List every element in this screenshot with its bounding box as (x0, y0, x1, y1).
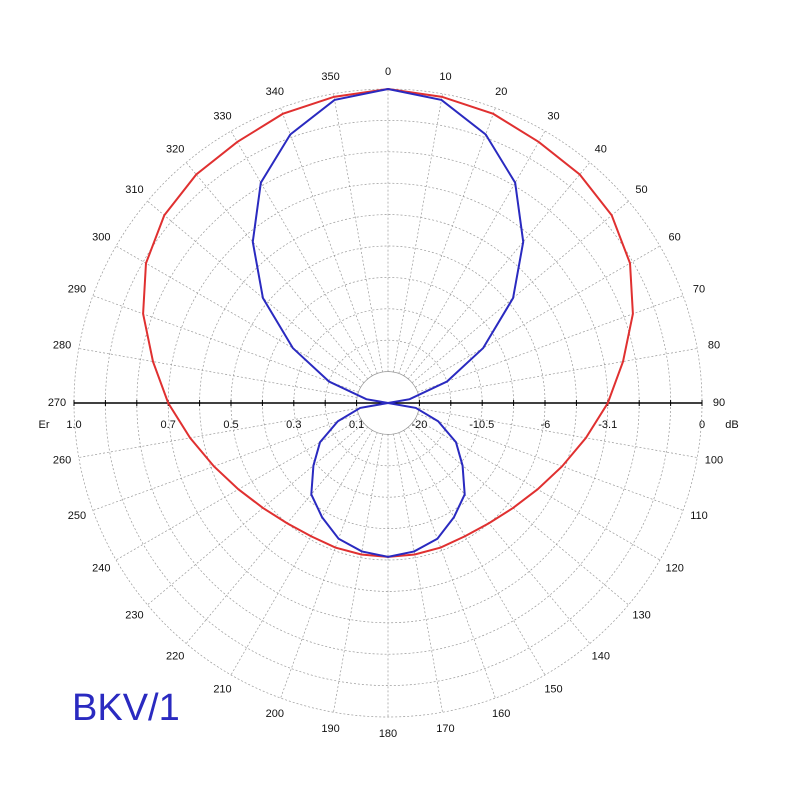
angle-label: 170 (436, 723, 454, 735)
er-tick-label: 0.3 (286, 419, 301, 431)
spoke (115, 245, 361, 388)
angle-label: 300 (92, 231, 110, 243)
spoke (78, 348, 358, 398)
angle-label: 90 (713, 397, 725, 409)
spoke (185, 162, 369, 380)
er-tick-label: 0.1 (349, 419, 364, 431)
spoke (417, 295, 684, 393)
angle-label: 320 (166, 143, 184, 155)
spoke (403, 430, 546, 676)
er-tick-label: 0.7 (161, 419, 176, 431)
angle-label: 100 (705, 454, 723, 466)
spoke (78, 408, 358, 458)
spoke (417, 413, 684, 511)
db-tick-label: -10.5 (469, 419, 494, 431)
angle-label: 340 (266, 86, 284, 98)
spoke (403, 130, 546, 376)
spoke (230, 130, 373, 376)
spoke (418, 348, 698, 398)
left-axis-label: Er (39, 419, 50, 431)
angle-label: 80 (708, 339, 720, 351)
angle-label: 60 (669, 231, 681, 243)
spoke (407, 162, 591, 380)
spoke (185, 426, 369, 644)
angle-label: 310 (125, 184, 143, 196)
angle-label: 280 (53, 339, 71, 351)
spoke (393, 93, 443, 373)
angle-label: 10 (439, 71, 451, 83)
spoke (280, 432, 378, 699)
chart-title: BKV/1 (72, 687, 180, 729)
spoke (418, 408, 698, 458)
spoke (398, 107, 496, 374)
spoke (92, 413, 359, 511)
angle-label: 230 (125, 610, 143, 622)
angle-label: 140 (592, 650, 610, 662)
angle-label: 0 (385, 66, 391, 78)
db-tick-label: -20 (411, 419, 427, 431)
er-tick-label: 1.0 (66, 419, 81, 431)
spoke (407, 426, 591, 644)
spoke (398, 432, 496, 699)
angle-label: 240 (92, 562, 110, 574)
angle-label: 270 (48, 397, 66, 409)
angle-label: 250 (68, 510, 86, 522)
er-tick-label: 0.5 (223, 419, 238, 431)
pattern-line (251, 87, 525, 558)
right-axis-label: dB (725, 419, 738, 431)
spoke (147, 422, 365, 606)
angle-label: 260 (53, 454, 71, 466)
angle-label: 200 (266, 708, 284, 720)
angle-label: 210 (213, 684, 231, 696)
angle-label: 190 (321, 723, 339, 735)
db-tick-label: -6 (540, 419, 550, 431)
angle-label: 350 (321, 71, 339, 83)
spoke (92, 295, 359, 393)
spoke (333, 93, 383, 373)
angle-label: 150 (544, 684, 562, 696)
db-tick-label: -3.1 (598, 419, 617, 431)
db-tick-label: 0 (699, 419, 705, 431)
spoke (333, 433, 383, 713)
angle-label: 20 (495, 86, 507, 98)
angle-label: 70 (693, 284, 705, 296)
angle-label: 130 (632, 610, 650, 622)
angle-label: 40 (595, 143, 607, 155)
angle-label: 330 (213, 110, 231, 122)
angle-label: 290 (68, 284, 86, 296)
angle-label: 180 (379, 728, 397, 740)
spoke (280, 107, 378, 374)
spoke (393, 433, 443, 713)
spoke (415, 245, 661, 388)
angle-label: 160 (492, 708, 510, 720)
angle-label: 220 (166, 650, 184, 662)
spoke (411, 200, 629, 384)
spoke (411, 422, 629, 606)
spoke (147, 200, 365, 384)
angle-label: 120 (665, 562, 683, 574)
angle-label: 50 (635, 184, 647, 196)
angle-label: 110 (690, 510, 708, 522)
spoke (230, 430, 373, 676)
angle-label: 30 (547, 110, 559, 122)
